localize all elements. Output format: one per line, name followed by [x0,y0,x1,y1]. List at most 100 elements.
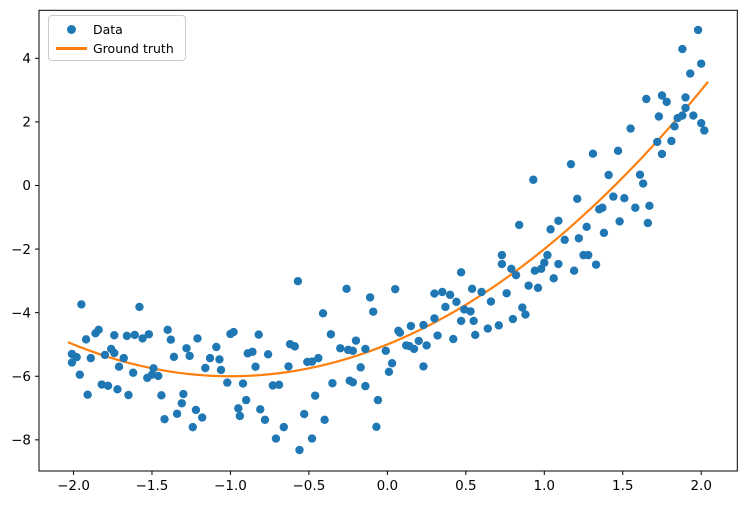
scatter-point [157,391,166,400]
scatter-point [241,395,251,405]
scatter-point [172,409,182,418]
x-tick-label: −0.5 [293,478,326,494]
scatter-point [328,379,337,388]
scatter-point [342,284,351,294]
scatter-point [414,336,423,346]
plot-border [38,9,738,472]
scatter-point [654,112,664,121]
scatter-point [657,149,667,159]
scatter-point [77,300,86,309]
data-marker-icon [66,25,76,34]
scatter-point [113,385,122,394]
scatter-point [441,302,450,312]
scatter-point [486,297,496,306]
scatter-point [293,276,303,286]
scatter-point [223,378,232,387]
scatter-point [188,422,197,432]
scatter-point [348,378,358,387]
scatter-point [81,335,91,344]
scatter-point [114,362,124,371]
legend-label-ground-truth: Ground truth [93,41,174,56]
scatter-point [103,381,113,390]
x-tick-label: −2.0 [57,478,90,494]
scatter-point [198,413,207,422]
scatter-point [566,159,576,169]
scatter-point [166,335,176,344]
scatter-point [604,170,613,180]
scatter-point [100,350,110,360]
scatter-point [229,327,238,337]
scatter-point [549,274,558,283]
scatter-point [678,44,687,54]
scatter-point [678,111,687,120]
y-tick-label: 2 [22,115,31,131]
scatter-point [391,284,400,294]
scatter-point [147,370,157,379]
scatter-point [279,422,288,432]
scatter-point [182,344,191,353]
scatter-point [560,235,569,245]
scatter-point [130,330,139,340]
scatter-point [643,218,653,228]
scatter-point [409,344,419,354]
scatter-point [149,364,158,373]
scatter-point [681,93,690,102]
scatter-point [361,344,370,354]
scatter-point [251,362,260,371]
scatter-point [452,297,461,307]
scatter-point [697,59,706,68]
legend-item-data: Data [49,20,185,39]
scatter-point [144,330,154,339]
scatter-point [381,346,390,356]
scatter-point [635,170,645,179]
scatter-point [122,331,132,341]
scatter-point [543,250,552,260]
y-tick-label: 4 [22,51,31,67]
scatter-point [185,351,194,361]
scatter-point [307,434,317,443]
scatter-point [138,334,147,343]
scatter-point [295,445,304,455]
scatter-point [169,352,179,362]
scatter-point [483,324,492,333]
scatter-point [154,371,163,381]
legend: Data Ground truth [48,15,186,61]
scatter-point [191,405,201,415]
scatter-point [271,434,281,443]
scatter-point [179,389,188,399]
scatter-point [419,320,428,330]
scatter-point [314,353,323,363]
x-tick-label: −1.0 [214,478,247,494]
scatter-point [422,341,431,350]
scatter-point [67,358,77,367]
legend-label-data: Data [93,22,123,37]
scatter-point [514,220,524,230]
scatter-point [620,194,629,203]
scatter-point [524,281,533,290]
x-tick-label: 1.5 [612,478,633,494]
ground-truth-curve [67,81,709,378]
scatter-point [631,203,640,212]
scatter-point [615,217,624,226]
legend-handle [49,25,93,34]
scatter-point [569,266,579,275]
scatter-point [626,124,635,133]
scatter-point [395,328,405,337]
scatter-point [256,405,265,414]
scatter-point [466,307,475,316]
scatter-point [94,325,103,335]
x-tick-label: 0.0 [377,478,398,494]
scatter-point [83,390,92,399]
x-tick-label: 2.0 [690,478,711,494]
y-tick-label: −2 [11,242,31,258]
scatter-point [456,268,466,277]
y-tick-label: −6 [11,369,31,385]
scatter-point [494,321,503,330]
scatter-point [387,359,397,368]
scatter-point [681,103,690,113]
scatter-point [573,194,582,204]
scatter-point [365,293,375,302]
scatter-point [86,353,95,363]
scatter-point [540,258,549,267]
